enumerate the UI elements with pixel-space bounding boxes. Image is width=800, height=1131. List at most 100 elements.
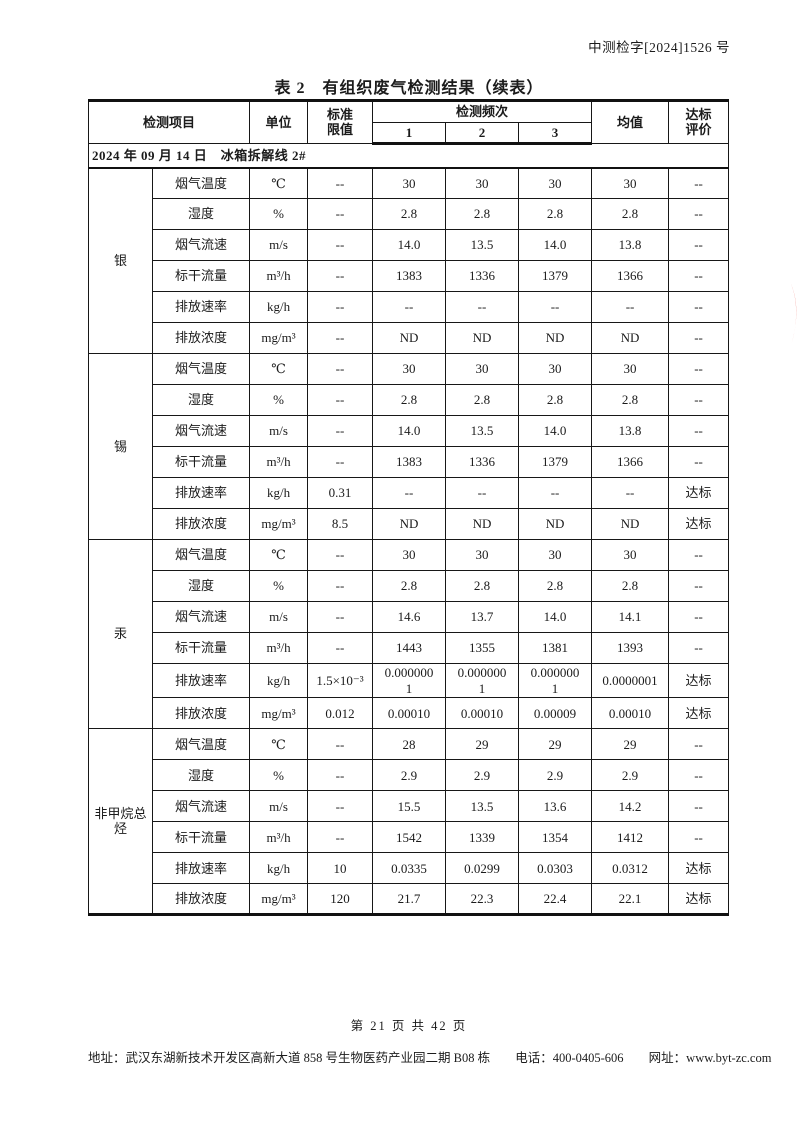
limit-cell: -- [307, 415, 374, 448]
mean-cell: 2.9 [591, 759, 670, 792]
param-cell: 排放浓度 [151, 322, 251, 355]
value-cell-1: -- [372, 291, 447, 324]
verdict-cell: -- [668, 415, 730, 448]
param-cell: 标干流量 [151, 821, 251, 854]
unit-cell: kg/h [249, 663, 309, 699]
table-row: 烟气流速 m/s -- 14.0 13.5 14.0 13.8 -- [89, 415, 730, 448]
verdict-cell: -- [668, 322, 730, 355]
param-cell: 排放浓度 [151, 883, 251, 916]
mean-cell: 14.1 [591, 601, 670, 634]
table-row: 排放速率 kg/h -- -- -- -- -- -- [89, 291, 730, 324]
verdict-cell: -- [668, 821, 730, 854]
table-row: 标干流量 m³/h -- 1383 1336 1379 1366 -- [89, 260, 730, 293]
unit-cell: mg/m³ [249, 322, 309, 355]
value-cell-3: 14.0 [518, 415, 593, 448]
mean-cell: 13.8 [591, 415, 670, 448]
group-cell: 锡 [88, 353, 153, 541]
mean-cell: 1412 [591, 821, 670, 854]
verdict-cell: 达标 [668, 477, 730, 510]
unit-cell: ℃ [249, 539, 309, 572]
table-row: 锡烟气温度 ℃ -- 30 30 30 30 -- [88, 353, 730, 541]
limit-cell: -- [307, 728, 374, 761]
value-cell-2: 2.8 [445, 384, 520, 417]
limit-cell: -- [307, 570, 374, 603]
unit-cell: m³/h [249, 446, 309, 479]
unit-cell: % [249, 384, 309, 417]
param-cell: 湿度 [151, 384, 251, 417]
verdict-cell: -- [668, 198, 730, 231]
param-cell: 烟气流速 [151, 229, 251, 262]
value-cell-2: 1339 [445, 821, 520, 854]
limit-cell: -- [307, 384, 374, 417]
unit-cell: ℃ [249, 353, 309, 386]
param-cell: 湿度 [151, 570, 251, 603]
value-cell-3: 30 [518, 353, 593, 386]
value-cell-2: 29 [445, 728, 520, 761]
mean-cell: 1366 [591, 446, 670, 479]
verdict-cell: 达标 [668, 663, 730, 699]
page-number: 第 21 页 共 42 页 [350, 1019, 468, 1033]
footer-address: 地址：武汉东湖新技术开发区高新大道 858 号生物医药产业园二期 B08 栋 [88, 1051, 491, 1065]
value-cell-3: 1379 [518, 260, 593, 293]
limit-cell: -- [307, 821, 374, 854]
unit-cell: % [249, 570, 309, 603]
value-cell-3: ND [518, 508, 593, 541]
value-cell-3: 2.8 [518, 198, 593, 231]
table-row: 非甲烷总烃 烟气温度 ℃ -- 28 29 29 29 -- [88, 728, 730, 916]
mean-cell: 1393 [591, 632, 670, 665]
header-item: 检测项目 [87, 99, 251, 145]
mean-cell: -- [591, 291, 670, 324]
table-row: 湿度 % -- 2.9 2.9 2.9 2.9 -- [89, 759, 730, 792]
value-cell-1: 14.6 [372, 601, 447, 634]
value-cell-3: 1354 [518, 821, 593, 854]
verdict-cell: 达标 [668, 852, 730, 885]
unit-cell: m³/h [249, 260, 309, 293]
table-row: 汞烟气温度 ℃ -- 30 30 30 30 -- [88, 539, 730, 730]
mean-cell: -- [591, 477, 670, 510]
verdict-cell: -- [668, 570, 730, 603]
value-cell-1: 2.9 [372, 759, 447, 792]
results-table: 检测项目 单位 标准 限值 检测频次 均值 达标 评价 1 2 3 [87, 99, 730, 917]
table-row: 银烟气温度 ℃ -- 30 30 30 30 -- [88, 167, 730, 355]
value-cell-3: -- [518, 291, 593, 324]
table-row: 烟气流速 m/s -- 14.6 13.7 14.0 14.1 -- [89, 601, 730, 634]
value-cell-1: 30 [372, 353, 447, 386]
mean-cell: 30 [591, 539, 670, 572]
table-row: 烟气流速 m/s -- 15.5 13.5 13.6 14.2 -- [89, 790, 730, 823]
value-cell-3: 2.8 [518, 384, 593, 417]
value-cell-2: 30 [445, 167, 520, 200]
verdict-cell: -- [668, 790, 730, 823]
group-cell: 汞 [88, 539, 153, 730]
value-cell-1: 0.0000001 [372, 663, 447, 699]
param-cell: 排放浓度 [151, 697, 251, 730]
value-cell-1: 1383 [372, 446, 447, 479]
value-cell-2: 30 [445, 353, 520, 386]
param-cell: 排放速率 [151, 852, 251, 885]
limit-cell: -- [307, 759, 374, 792]
table-row: 排放浓度 mg/m³ 8.5 ND ND ND ND 达标 [89, 508, 730, 541]
value-cell-1: -- [372, 477, 447, 510]
param-cell: 排放速率 [151, 477, 251, 510]
footer-phone: 电话：400-0405-606 [515, 1051, 624, 1065]
value-cell-1: 14.0 [372, 415, 447, 448]
limit-cell: -- [307, 790, 374, 823]
value-cell-1: 28 [372, 728, 447, 761]
mean-cell: 22.1 [591, 883, 670, 916]
param-cell: 排放浓度 [151, 508, 251, 541]
limit-cell: 0.012 [307, 697, 374, 730]
limit-cell: -- [307, 601, 374, 634]
value-cell-3: 30 [518, 167, 593, 200]
limit-cell: -- [307, 632, 374, 665]
value-cell-1: ND [372, 508, 447, 541]
unit-cell: m³/h [249, 821, 309, 854]
value-cell-3: 1379 [518, 446, 593, 479]
value-cell-3: 29 [518, 728, 593, 761]
value-cell-2: 1336 [445, 446, 520, 479]
param-cell: 湿度 [151, 759, 251, 792]
unit-cell: kg/h [249, 477, 309, 510]
header-mean: 均值 [591, 99, 670, 145]
table-row: 湿度 % -- 2.8 2.8 2.8 2.8 -- [89, 570, 730, 603]
mean-cell: 0.0000001 [591, 663, 670, 699]
value-cell-2: ND [445, 322, 520, 355]
